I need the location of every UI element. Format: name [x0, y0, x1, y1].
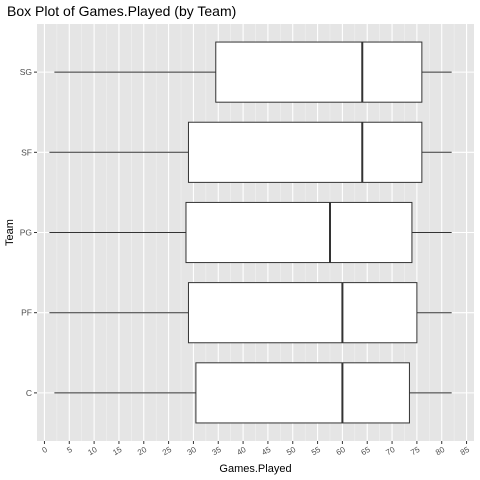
x-tick-label: 30: [186, 445, 199, 458]
y-tick-label: PG: [20, 228, 32, 238]
x-tick-label: 65: [359, 445, 372, 458]
x-tick-label: 25: [161, 445, 174, 458]
box-pg: [49, 201, 452, 264]
y-tick-label: SG: [20, 67, 32, 77]
x-tick-label: 70: [384, 445, 397, 458]
x-tick-label: 15: [111, 445, 124, 458]
box-c: [54, 362, 452, 424]
x-tick-label: 55: [310, 445, 323, 458]
x-tick-label: 45: [260, 445, 273, 458]
x-tick-label: 20: [136, 445, 149, 458]
y-axis-title: Team: [4, 219, 16, 246]
x-tick-label: 5: [65, 445, 74, 455]
x-tick-label: 0: [41, 445, 50, 455]
box-iqr: [185, 201, 413, 264]
x-tick-label: 50: [285, 445, 298, 458]
boxes: [49, 41, 452, 424]
box-iqr: [215, 41, 423, 103]
box-iqr: [195, 362, 410, 424]
y-axis: C PF PG SF SG: [20, 67, 37, 398]
box-sg: [54, 41, 452, 103]
x-axis: 0 5 10 15 20 25 30 35 40 45 50 55 60 65 70 75 80 85: [41, 441, 472, 458]
box-sf: [49, 121, 452, 183]
x-tick-label: 80: [434, 445, 447, 458]
chart-title: Box Plot of Games.Played (by Team): [7, 3, 236, 19]
x-axis-title: Games.Played: [219, 463, 291, 475]
x-tick-label: 40: [235, 445, 248, 458]
x-tick-label: 85: [459, 445, 472, 458]
x-tick-label: 35: [211, 445, 224, 458]
x-tick-label: 60: [335, 445, 348, 458]
x-tick-label: 10: [86, 445, 99, 458]
y-tick-label: SF: [21, 147, 32, 157]
box-pf: [49, 282, 452, 344]
box-iqr: [187, 121, 423, 183]
y-tick-label: C: [26, 388, 32, 398]
box-iqr: [187, 282, 418, 344]
x-tick-label: 75: [409, 445, 422, 458]
y-tick-label: PF: [21, 308, 32, 318]
